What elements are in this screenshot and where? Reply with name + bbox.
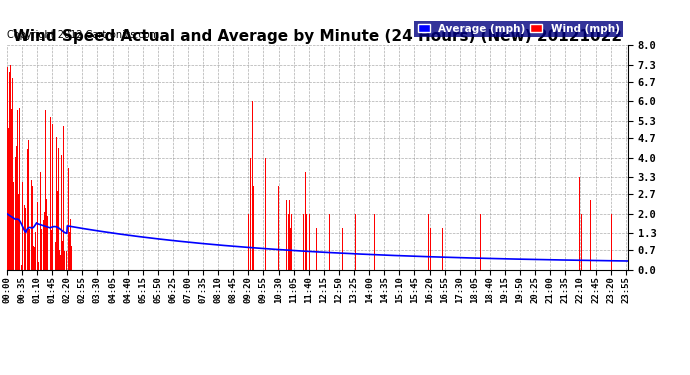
Text: Copyright 2012 Cartronics.com: Copyright 2012 Cartronics.com bbox=[7, 30, 159, 40]
Title: Wind Speed Actual and Average by Minute (24 Hours) (New) 20121022: Wind Speed Actual and Average by Minute … bbox=[13, 29, 622, 44]
Legend: Average (mph), Wind (mph): Average (mph), Wind (mph) bbox=[415, 21, 622, 37]
